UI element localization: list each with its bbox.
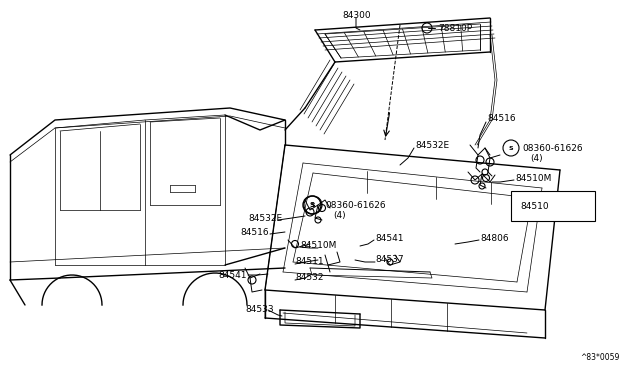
Text: 84541: 84541 xyxy=(218,270,246,279)
Text: 84532: 84532 xyxy=(295,273,323,282)
Text: S: S xyxy=(310,202,314,208)
Text: 84537: 84537 xyxy=(375,256,404,264)
Text: 84532E: 84532E xyxy=(248,214,282,222)
Text: (4): (4) xyxy=(333,211,346,219)
Text: 84806: 84806 xyxy=(480,234,509,243)
Text: 84510: 84510 xyxy=(520,202,548,211)
Text: 08360-61626: 08360-61626 xyxy=(325,201,386,209)
FancyBboxPatch shape xyxy=(511,191,595,221)
Text: 84532E: 84532E xyxy=(415,141,449,150)
Text: 84510M: 84510M xyxy=(300,241,337,250)
Text: 84533: 84533 xyxy=(245,305,274,314)
Text: 84511: 84511 xyxy=(295,257,324,266)
Text: (4): (4) xyxy=(530,154,543,163)
Text: S: S xyxy=(310,202,316,208)
Text: S: S xyxy=(509,145,513,151)
Text: 84516: 84516 xyxy=(487,113,516,122)
Text: ^83*0059: ^83*0059 xyxy=(580,353,620,362)
Text: 84300: 84300 xyxy=(342,10,371,19)
Text: 08360-61626: 08360-61626 xyxy=(522,144,582,153)
Text: 78810P: 78810P xyxy=(438,23,472,32)
Text: 84541: 84541 xyxy=(375,234,403,243)
Text: 84510M: 84510M xyxy=(515,173,552,183)
Text: 84516: 84516 xyxy=(240,228,269,237)
